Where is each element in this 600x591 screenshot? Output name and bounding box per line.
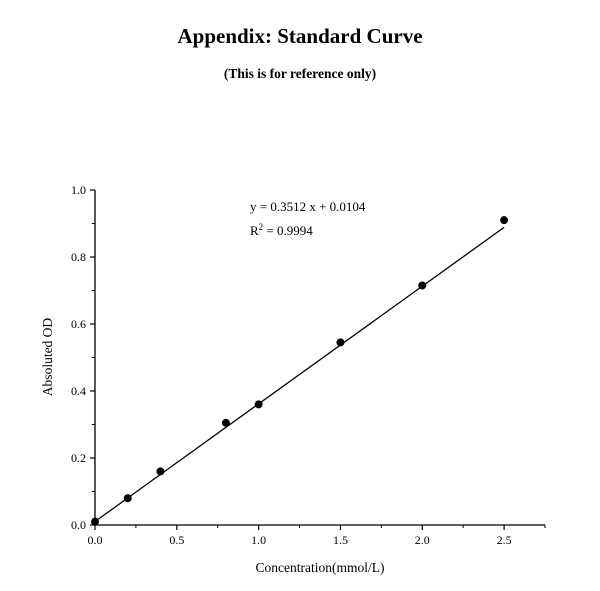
page-subtitle: (This is for reference only) (223, 66, 377, 81)
r-squared-label: R2 = 0.9994 (250, 222, 313, 238)
fit-line (94, 226, 505, 523)
data-point (156, 467, 165, 476)
x-tick-label: 2.5 (497, 533, 512, 547)
y-tick-label: 0.6 (71, 317, 86, 331)
y-tick-label: 0.2 (71, 451, 86, 465)
r-squared-value: = 0.9994 (263, 223, 313, 238)
data-point (336, 338, 345, 347)
data-point (91, 517, 99, 526)
x-tick-label: 0.0 (88, 533, 103, 547)
x-tick-label: 2.0 (415, 533, 430, 547)
page-title: Appendix: Standard Curve (177, 24, 423, 48)
standard-curve-plot: 0.0 0.5 1.0 1.5 2.0 2.5 0.0 0.2 0.4 0.6 0.8 1.0 y =… (40, 183, 546, 575)
x-tick-label: 0.5 (169, 533, 184, 547)
r-squared-exponent: 2 (259, 222, 264, 232)
data-point (123, 494, 132, 503)
fit-equation-label: y = 0.3512 x + 0.0104 (250, 199, 366, 214)
data-point (254, 400, 263, 409)
y-tick-label: 0.8 (71, 250, 86, 264)
y-tick-label: 0.0 (71, 518, 86, 532)
x-tick-label: 1.0 (251, 533, 266, 547)
plot-area: 0.0 0.5 1.0 1.5 2.0 2.5 0.0 0.2 0.4 0.6 0.8 1.0 (71, 183, 546, 547)
data-point (418, 281, 427, 290)
y-tick-label: 0.4 (71, 384, 86, 398)
y-tick-label: 1.0 (71, 183, 86, 197)
r-squared-base: R (250, 223, 259, 238)
x-tick-label: 1.5 (333, 533, 348, 547)
data-point (500, 216, 509, 225)
data-point (221, 418, 230, 427)
x-axis-label: Concentration(mmol/L) (256, 560, 385, 575)
y-axis-label: Absoluted OD (40, 318, 55, 397)
standard-curve-chart: 0.0 0.5 1.0 1.5 2.0 2.5 0.0 0.2 0.4 0.6 0.8 1.0 y =… (38, 165, 578, 585)
